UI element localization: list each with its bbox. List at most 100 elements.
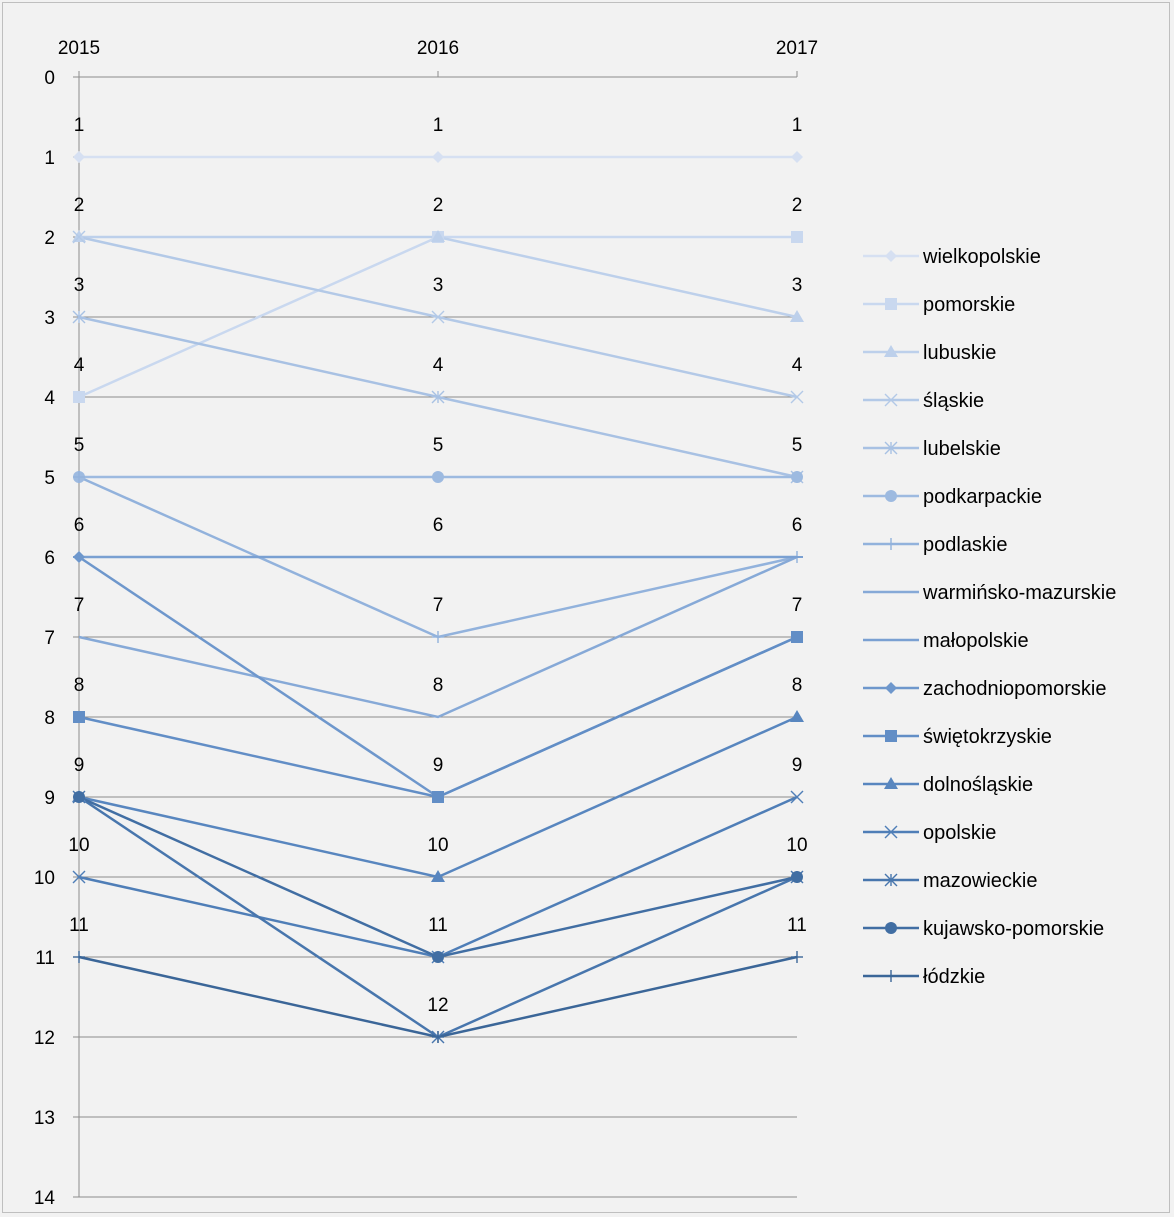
legend-label: podkarpackie: [923, 486, 1042, 508]
data-label: 7: [433, 595, 444, 616]
data-label: 3: [74, 275, 85, 296]
legend-item: świętokrzyskie: [863, 726, 1052, 748]
data-label: 9: [792, 755, 803, 776]
legend-label: małopolskie: [923, 630, 1029, 652]
data-point: [73, 791, 85, 803]
legend-label: kujawsko-pomorskie: [923, 918, 1104, 940]
data-point: [431, 310, 445, 324]
legend-item: opolskie: [863, 822, 996, 844]
legend-label: dolnośląskie: [923, 774, 1033, 796]
data-point: [72, 230, 86, 244]
x-axis-labels: 2015 2016 2017: [58, 38, 818, 59]
data-point: [884, 441, 898, 455]
data-label: 1: [433, 115, 444, 136]
data-point: [885, 730, 897, 742]
data-point: [791, 631, 803, 643]
data-label: 5: [792, 435, 803, 456]
y-tick-label: 14: [34, 1188, 56, 1209]
data-label: 10: [427, 835, 448, 856]
y-tick-label: 13: [34, 1108, 55, 1129]
legend-item: dolnośląskie: [863, 774, 1033, 796]
y-tick-label: 8: [44, 708, 55, 729]
legend-item: zachodniopomorskie: [863, 678, 1106, 700]
data-label: 6: [74, 515, 85, 536]
data-label: 6: [792, 515, 803, 536]
data-label: 8: [433, 675, 444, 696]
data-label: 7: [792, 595, 803, 616]
data-point: [431, 390, 445, 404]
data-point: [884, 825, 898, 839]
data-label: 10: [786, 835, 807, 856]
legend-item: warmińsko-mazurskie: [863, 582, 1116, 604]
data-labels: 1423576891011123457869101112123456789101…: [68, 115, 807, 1016]
data-point: [432, 951, 444, 963]
data-point: [885, 682, 897, 694]
data-label: 12: [427, 995, 448, 1016]
data-label: 10: [68, 835, 89, 856]
data-label: 3: [433, 275, 444, 296]
legend-item: małopolskie: [863, 630, 1029, 652]
legend-item: podkarpackie: [863, 486, 1042, 508]
data-point: [790, 390, 804, 404]
legend-label: mazowieckie: [923, 870, 1037, 892]
legend-label: łódzkie: [923, 966, 985, 988]
data-point: [884, 393, 898, 407]
data-point: [885, 538, 897, 550]
data-label: 4: [74, 355, 85, 376]
data-point: [885, 490, 897, 502]
data-point: [884, 873, 898, 887]
data-point: [72, 310, 86, 324]
data-label: 8: [74, 675, 85, 696]
data-point: [790, 710, 804, 722]
legend-label: pomorskie: [923, 294, 1015, 316]
data-point: [73, 391, 85, 403]
data-point: [431, 870, 445, 882]
data-label: 4: [433, 355, 444, 376]
data-label: 2: [74, 195, 85, 216]
legend-label: lubuskie: [923, 342, 996, 364]
legend-label: opolskie: [923, 822, 996, 844]
data-label: 5: [433, 435, 444, 456]
y-tick-label: 4: [44, 388, 55, 409]
data-label: 3: [792, 275, 803, 296]
data-point: [72, 230, 86, 242]
data-point: [432, 631, 444, 643]
y-tick-label: 9: [44, 788, 55, 809]
legend-item: podlaskie: [863, 534, 1008, 556]
y-tick-label: 2: [44, 228, 55, 249]
legend-label: śląskie: [923, 390, 984, 412]
y-tick-label: 0: [44, 68, 55, 89]
data-point: [73, 711, 85, 723]
data-point: [885, 250, 897, 262]
legend-item: łódzkie: [863, 966, 985, 988]
data-point: [432, 151, 444, 163]
legend-label: lubelskie: [923, 438, 1001, 460]
data-point: [885, 970, 897, 982]
data-point: [885, 922, 897, 934]
data-point: [432, 471, 444, 483]
y-tick-label: 10: [34, 868, 55, 889]
data-point: [791, 471, 803, 483]
data-label: 2: [792, 195, 803, 216]
y-tick-label: 6: [44, 548, 55, 569]
data-point: [884, 777, 898, 789]
data-label: 1: [74, 115, 85, 136]
data-point: [432, 1031, 444, 1043]
data-label: 7: [74, 595, 85, 616]
legend-label: warmińsko-mazurskie: [922, 582, 1116, 604]
data-point: [73, 951, 85, 963]
data-point: [73, 551, 85, 563]
data-point: [791, 231, 803, 243]
data-point: [791, 151, 803, 163]
x-tick-label: 2017: [776, 38, 818, 59]
legend-label: zachodniopomorskie: [923, 678, 1106, 700]
legend-item: pomorskie: [863, 294, 1015, 316]
data-label: 9: [74, 755, 85, 776]
legend-item: lubelskie: [863, 438, 1001, 460]
data-label: 8: [792, 675, 803, 696]
data-label: 5: [74, 435, 85, 456]
data-point: [791, 871, 803, 883]
